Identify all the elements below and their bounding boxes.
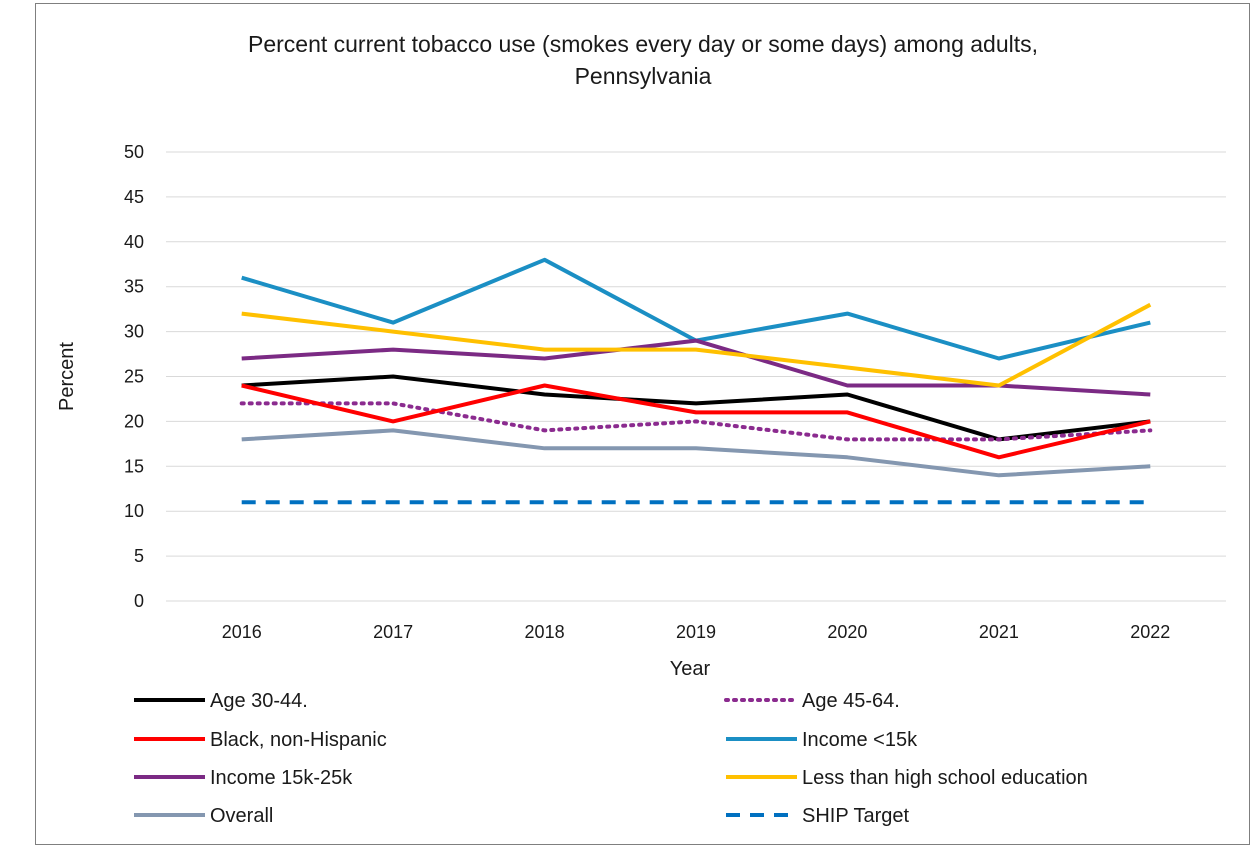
legend-label: SHIP Target — [802, 805, 910, 827]
gridlines — [166, 151, 1226, 602]
x-tick-label: 2021 — [979, 622, 1019, 642]
y-tick-label: 25 — [124, 367, 144, 387]
legend-label: Age 45-64. — [802, 690, 900, 712]
legend-item: SHIP Target — [726, 805, 910, 827]
y-tick-label: 20 — [124, 411, 144, 431]
legend: Age 30-44. Age 45-64. Black, non-Hispanic I… — [134, 690, 1088, 827]
y-tick-label: 35 — [124, 277, 144, 297]
legend-label: Black, non-Hispanic — [210, 729, 387, 751]
legend-label: Less than high school education — [802, 767, 1088, 789]
legend-item: Age 45-64. — [724, 690, 900, 712]
x-tick-label: 2018 — [525, 622, 565, 642]
y-tick-label: 0 — [134, 591, 144, 611]
x-tick-label: 2017 — [373, 622, 413, 642]
series-line-3 — [241, 257, 1151, 361]
y-axis-label: Percent — [56, 342, 78, 411]
legend-item: Age 30-44. — [134, 690, 308, 712]
legend-label: Overall — [210, 805, 273, 827]
y-tick-label: 40 — [124, 232, 144, 252]
legend-item: Less than high school education — [726, 767, 1088, 789]
page-header-fragment — [0, 0, 1253, 3]
series-line-1 — [239, 401, 1153, 442]
y-tick-label: 10 — [124, 501, 144, 521]
y-tick-label: 50 — [124, 142, 144, 162]
chart-svg: Percent current tobacco use (smokes ever… — [56, 31, 1226, 827]
legend-label: Income <15k — [802, 729, 918, 751]
legend-item: Income 15k-25k — [134, 767, 353, 789]
legend-item: Overall — [134, 805, 273, 827]
y-tick-labels: 0 5 10 15 20 25 30 35 40 45 50 — [124, 142, 144, 611]
x-tick-label: 2019 — [676, 622, 716, 642]
x-axis-label: Year — [670, 658, 711, 680]
chart-title: Percent current tobacco use (smokes ever… — [248, 31, 1038, 89]
x-tick-labels: 2016 2017 2018 2019 2020 2021 2022 — [222, 622, 1171, 642]
series-line-5 — [241, 302, 1152, 388]
y-tick-label: 30 — [124, 322, 144, 342]
legend-item: Black, non-Hispanic — [134, 729, 387, 751]
series-line-2 — [241, 383, 1151, 460]
x-tick-label: 2016 — [222, 622, 262, 642]
y-tick-label: 5 — [134, 546, 144, 566]
x-tick-label: 2020 — [827, 622, 867, 642]
chart-container: Percent current tobacco use (smokes ever… — [35, 3, 1250, 845]
legend-label: Income 15k-25k — [210, 767, 353, 789]
y-tick-label: 15 — [124, 456, 144, 476]
y-tick-label: 45 — [124, 187, 144, 207]
legend-label: Age 30-44. — [210, 690, 308, 712]
x-tick-label: 2022 — [1130, 622, 1170, 642]
chart-title-line-2: Pennsylvania — [575, 63, 712, 89]
series-lines — [239, 257, 1153, 505]
legend-item: Income <15k — [726, 729, 918, 751]
series-line-6 — [241, 428, 1151, 478]
chart-title-line-1: Percent current tobacco use (smokes ever… — [248, 31, 1038, 57]
